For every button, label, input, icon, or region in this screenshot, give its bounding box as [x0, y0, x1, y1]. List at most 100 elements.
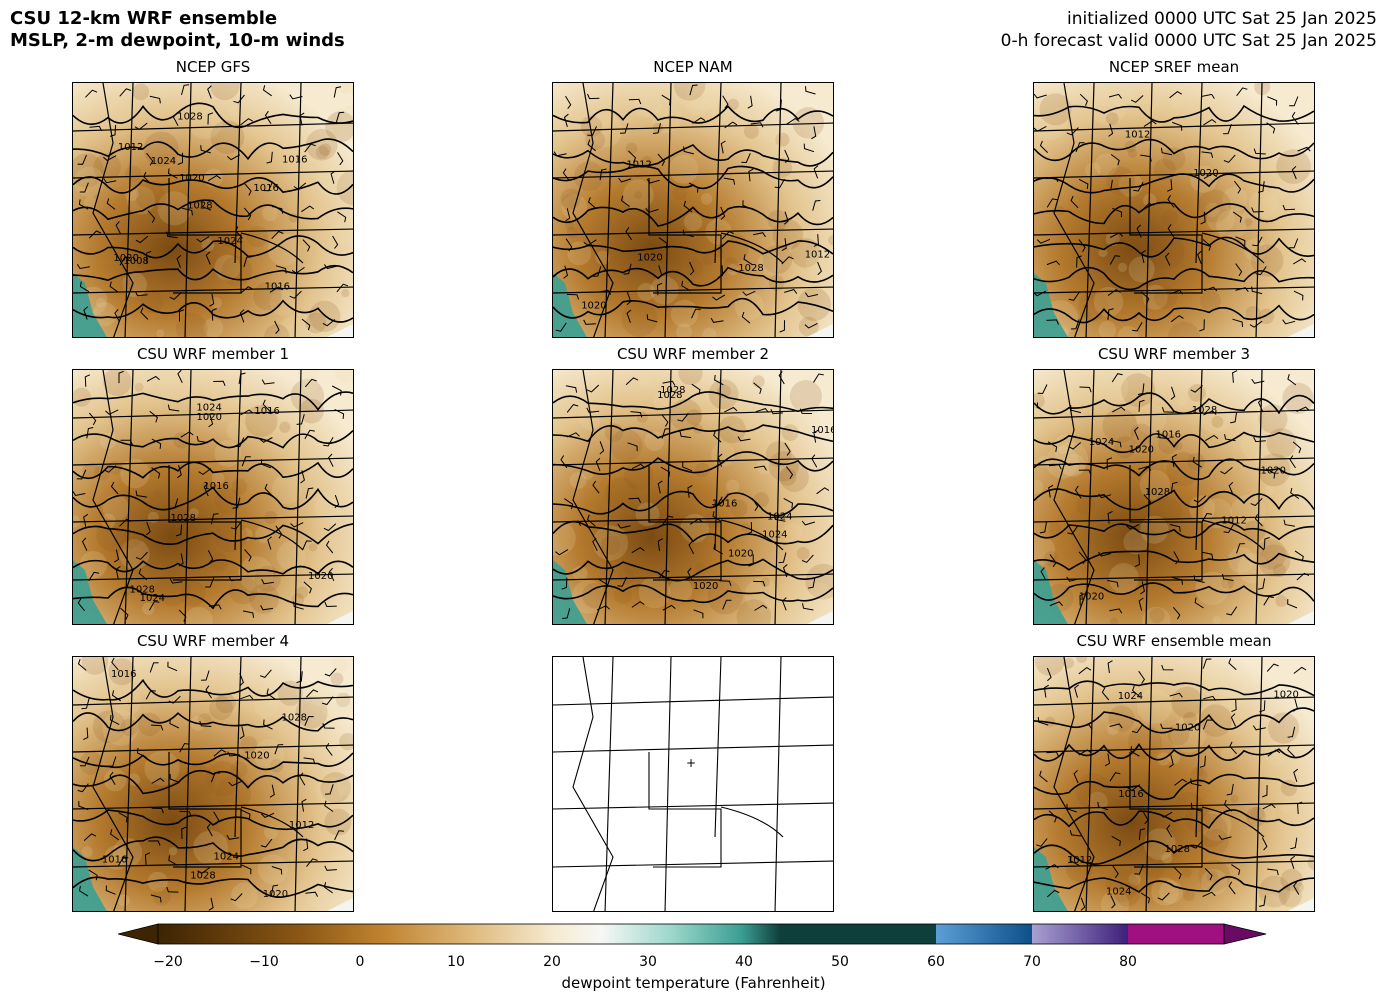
isobar [73, 523, 353, 546]
wind-barb [661, 94, 671, 106]
isobar-label: 1012 [1125, 129, 1150, 140]
panel-title: NCEP SREF mean [1108, 58, 1240, 76]
wind-barb [583, 319, 596, 325]
wind-barb [88, 230, 102, 239]
wind-barb [1170, 315, 1184, 323]
wind-barb [656, 282, 663, 296]
wind-barb [775, 99, 782, 112]
wind-barb [180, 431, 194, 438]
state-border [294, 370, 302, 624]
wind-barb [784, 149, 790, 164]
wind-barb [774, 178, 785, 189]
wind-barb [1224, 434, 1236, 442]
wind-barb [1098, 493, 1112, 499]
isobar [73, 769, 353, 795]
wind-barb [336, 283, 349, 293]
wind-barb [682, 229, 694, 238]
wind-barb [566, 404, 579, 413]
wind-barb [262, 85, 272, 97]
state-border [1255, 83, 1263, 337]
state-border [1034, 744, 1314, 753]
wind-barb [1140, 154, 1152, 162]
wind-barb [144, 852, 151, 865]
wind-barb [1263, 537, 1270, 550]
wind-barb [1294, 550, 1304, 562]
map-svg: 1024102810161020101210161020102410281016… [73, 83, 353, 337]
wind-barb [239, 726, 245, 740]
wind-barb [77, 659, 87, 671]
state-border [553, 744, 833, 753]
wind-barb [628, 98, 642, 105]
wind-barb [305, 891, 319, 897]
wind-barb [304, 378, 317, 388]
wind-barb [689, 261, 695, 276]
wind-barb [290, 522, 304, 528]
wind-barb [770, 408, 784, 415]
wind-barb [618, 177, 632, 183]
wind-barb [1034, 290, 1047, 297]
wind-barb [1109, 772, 1121, 782]
wind-barb [244, 549, 252, 562]
isobar-label: 1016 [282, 155, 307, 166]
wind-barb [238, 372, 246, 385]
wind-barb [657, 538, 663, 552]
wind-barb [646, 178, 660, 184]
wind-barb [1291, 165, 1297, 180]
wind-barb [1283, 519, 1295, 527]
wind-barb [1141, 249, 1146, 264]
map-svg: + [553, 657, 833, 911]
wind-barb [1201, 551, 1214, 560]
wind-barb [617, 576, 628, 587]
wind-barb [724, 406, 738, 413]
wind-barb [1078, 178, 1089, 190]
wind-barb [1045, 864, 1059, 870]
wind-barb [1197, 250, 1202, 265]
wind-barb [77, 154, 87, 165]
isobar-label: 1024 [1118, 691, 1143, 702]
state-border [664, 83, 672, 337]
isobar-label: 1016 [811, 425, 834, 436]
wind-barb [741, 311, 751, 324]
wind-barb [78, 801, 89, 811]
wind-barb [324, 668, 337, 677]
wind-barb [746, 521, 753, 535]
wind-barb [196, 436, 209, 444]
wind-barb [592, 266, 602, 277]
wind-barb [134, 290, 148, 297]
wind-barb [1229, 741, 1237, 755]
wind-barb [1297, 146, 1311, 152]
wind-barb [197, 867, 211, 875]
wind-barb [147, 210, 156, 223]
wind-barb [323, 437, 334, 447]
wind-barb [230, 893, 243, 902]
state-border [73, 122, 353, 132]
isobar [73, 712, 353, 732]
state-border [720, 232, 784, 264]
wind-barb [1107, 308, 1114, 320]
wind-barb [181, 826, 187, 840]
wind-barb [1105, 179, 1113, 192]
wind-barb [1131, 724, 1144, 734]
wind-barb [753, 580, 766, 587]
wind-barb [261, 379, 275, 385]
wind-barb [587, 93, 600, 100]
model-map-panel: 1024 1028 1016 1020 1012 1016 1020 1024 1028 1016… [72, 82, 354, 338]
wind-barb [1228, 881, 1236, 895]
isobar-label: 1028 [1145, 487, 1170, 498]
wind-barb [1202, 239, 1212, 251]
panel-title: NCEP NAM [653, 58, 733, 76]
colorbar-tick-label: 0 [355, 954, 365, 970]
state-border [73, 515, 353, 523]
wind-barb [741, 153, 751, 164]
station-marker: + [686, 756, 696, 770]
state-border [1195, 83, 1203, 264]
wind-barb [303, 838, 309, 852]
isobar [73, 809, 353, 831]
wind-barb [1075, 142, 1085, 153]
wind-barb [747, 95, 753, 109]
wind-barb [784, 289, 798, 294]
model-map-panel: 1028 1016 1020 1020 1012 1020 1024 1028 [1033, 369, 1315, 625]
isobar [1034, 773, 1314, 801]
state-border [714, 657, 722, 838]
wind-barb [1190, 802, 1202, 812]
